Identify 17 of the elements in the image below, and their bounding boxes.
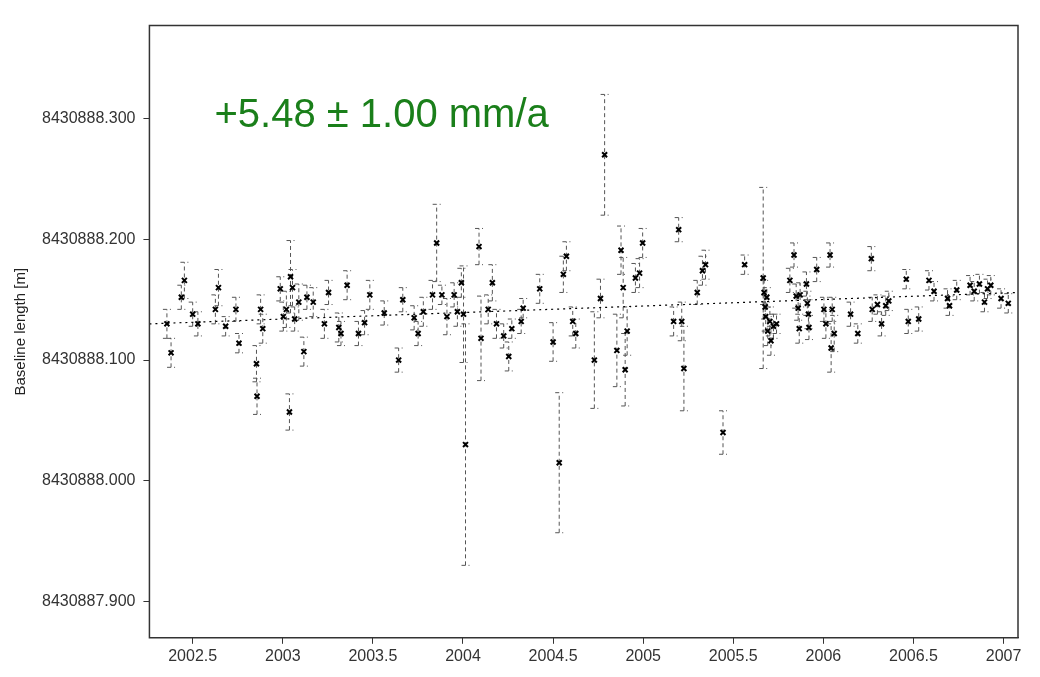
x-tick-label: 2003 (264, 646, 301, 664)
y-tick-label: 8430887.900 (41, 591, 136, 609)
y-tick-label: 8430888.300 (41, 108, 136, 126)
y-tick-label: 8430888.000 (41, 471, 136, 489)
x-tick-label: 2004 (445, 646, 481, 664)
y-tick-label: 8430888.200 (41, 229, 136, 247)
x-tick-label: 2007 (985, 646, 1022, 664)
x-tick-label: 2005.5 (708, 646, 758, 664)
x-tick-label: 2004.5 (528, 646, 578, 664)
x-tick-label: 2003.5 (348, 646, 398, 664)
x-tick-label: 2002.5 (168, 646, 218, 664)
y-tick-label: 8430888.100 (41, 350, 136, 368)
x-tick-label: 2006 (805, 646, 842, 664)
x-tick-label: 2005 (625, 646, 662, 664)
y-axis-title: Baseline length [m] (11, 267, 29, 396)
annotation: +5.48 ± 1.00 mm/a (214, 90, 550, 135)
x-tick-label: 2006.5 (889, 646, 939, 664)
